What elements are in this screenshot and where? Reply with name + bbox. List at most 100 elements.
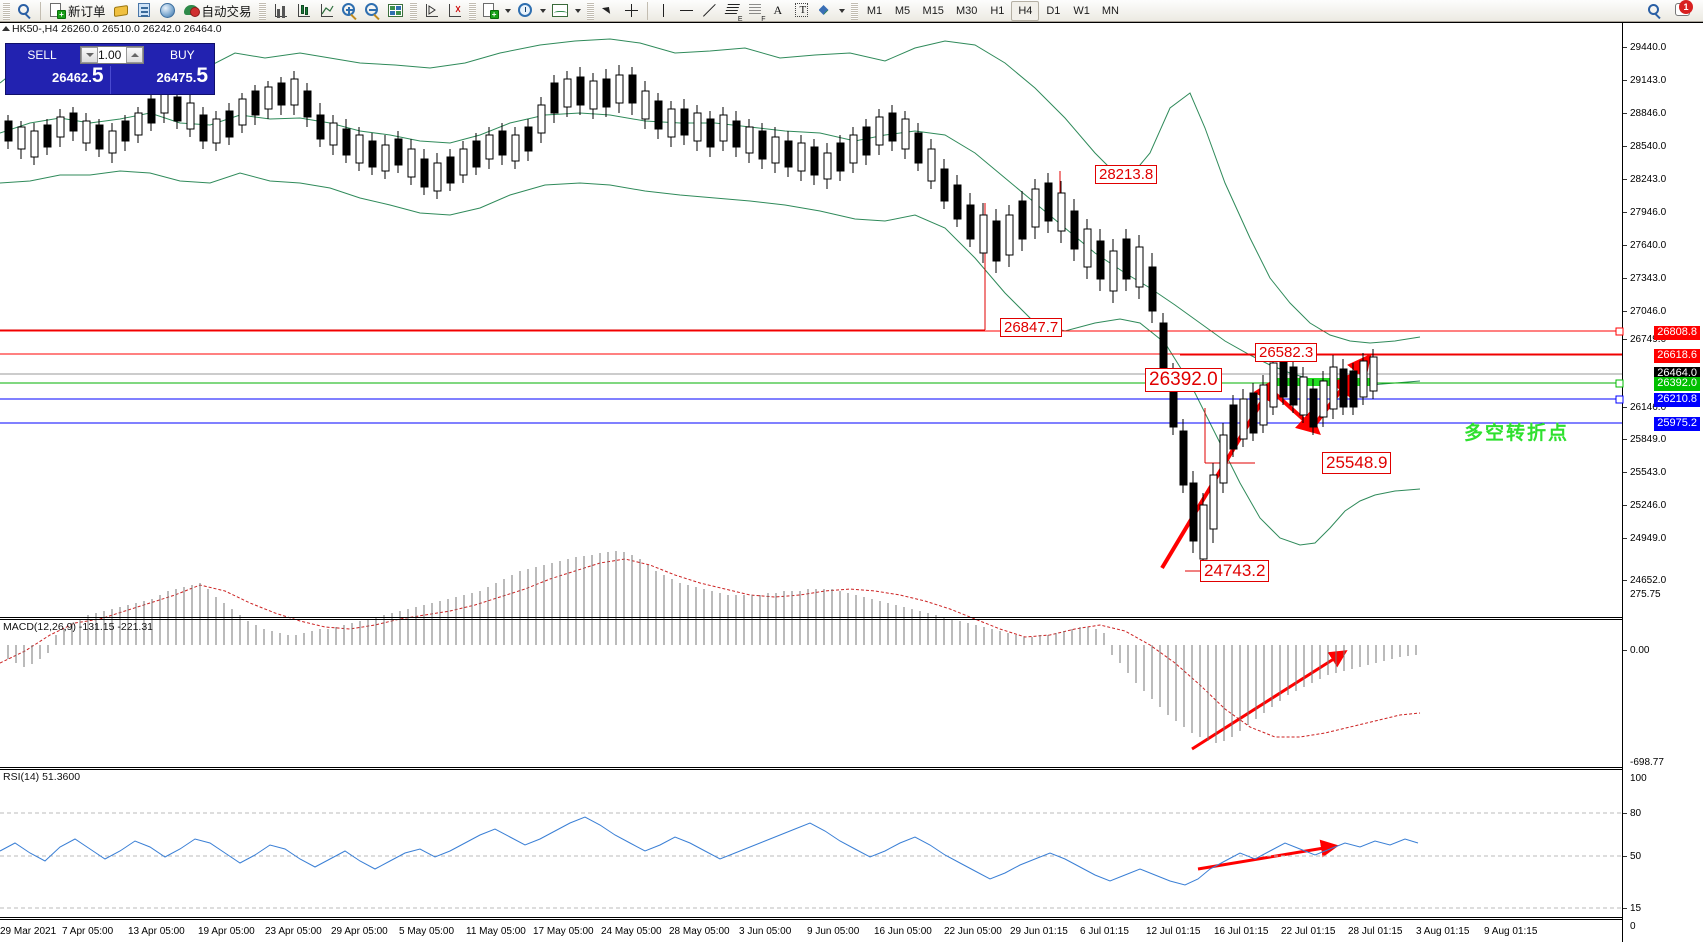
new-order-button[interactable]: + 新订单: [45, 1, 110, 21]
globe-icon[interactable]: [156, 1, 179, 21]
trendline-icon[interactable]: [698, 1, 721, 21]
templates-icon[interactable]: [549, 1, 572, 21]
add-indicator-caret-icon[interactable]: [504, 8, 511, 13]
tab-timeframe-d1[interactable]: D1: [1046, 4, 1061, 17]
rsi-tick-label-zero: 0: [1630, 921, 1636, 932]
toolbar-grip-2[interactable]: [258, 1, 266, 20]
toolbar-divider: [40, 1, 41, 20]
tab-timeframe-m30[interactable]: M30: [955, 4, 978, 17]
zoom-in-icon[interactable]: [338, 1, 361, 21]
line-chart-icon[interactable]: [315, 1, 338, 21]
time-label: 3 Aug 01:15: [1416, 926, 1470, 937]
red-down-arrow: [1270, 389, 1321, 436]
tab-timeframe-m5[interactable]: M5: [894, 4, 911, 17]
chart-collapse-icon[interactable]: [2, 26, 10, 31]
chart-shift-icon[interactable]: [443, 1, 466, 21]
period-caret-icon[interactable]: [539, 8, 546, 13]
cursor-arrow-icon[interactable]: [597, 1, 620, 21]
sell-price[interactable]: 26462 . 5: [6, 65, 111, 94]
sell-button[interactable]: SELL: [27, 48, 57, 62]
autotrading-label: 自动交易: [201, 5, 252, 19]
vertical-line-icon[interactable]: [652, 1, 675, 21]
autotrading-button[interactable]: 自动交易: [179, 1, 256, 21]
annotation-28213[interactable]: 28213.8: [1095, 165, 1158, 184]
alerts-icon[interactable]: 1: [1672, 0, 1695, 21]
tab-timeframe-h4[interactable]: H4: [1011, 0, 1040, 21]
toolbar-grip[interactable]: [3, 1, 10, 20]
buy-price[interactable]: 26475 . 5: [111, 65, 215, 94]
volume-increment-icon[interactable]: [126, 47, 144, 63]
one-click-trading-panel[interactable]: SELL 1.00 BUY 26462 . 5 26475 . 5: [5, 43, 215, 95]
price-tick-label: 27946.0: [1630, 207, 1667, 218]
toolbar-grip-4[interactable]: [468, 1, 476, 20]
sell-price-dot: .: [88, 70, 92, 85]
tab-timeframe-m1[interactable]: M1: [866, 4, 883, 17]
add-indicator-icon[interactable]: +: [479, 1, 502, 21]
price-badge-26808: 26808.8: [1654, 326, 1700, 340]
toolbar-grip-5[interactable]: [586, 1, 594, 20]
auto-scroll-icon[interactable]: [420, 1, 443, 21]
buy-button[interactable]: BUY: [170, 48, 195, 62]
horizontal-line-icon[interactable]: [675, 1, 698, 21]
autotrading-icon: [183, 2, 200, 19]
crosshair-icon[interactable]: [620, 1, 643, 21]
rsi-tick-label: 15: [1630, 903, 1642, 914]
search-magnifier-icon[interactable]: [13, 1, 36, 21]
toolbar-grip-6[interactable]: [850, 1, 858, 20]
annotation-26847[interactable]: 26847.7: [1000, 318, 1063, 337]
fibo-fan-icon[interactable]: [744, 1, 767, 23]
annotation-25548[interactable]: 25548.9: [1322, 452, 1392, 474]
time-label: 19 Apr 05:00: [198, 926, 255, 937]
time-label: 7 Apr 05:00: [62, 926, 114, 937]
time-label: 22 Jul 01:15: [1281, 926, 1336, 937]
alerts-badge: 1: [1679, 0, 1693, 14]
zoom-out-icon[interactable]: [361, 1, 384, 21]
macd-tick-label: 0.00: [1630, 645, 1650, 656]
annotation-26582[interactable]: 26582.3: [1255, 343, 1318, 362]
macd-signal-line: [0, 558, 1421, 738]
bar-chart-icon[interactable]: [269, 1, 292, 21]
macd-tick-label: 275.75: [1630, 589, 1661, 600]
pane-separator-macd-2: [0, 619, 1622, 620]
blue-window-icon[interactable]: [133, 1, 156, 21]
price-badge-26392: 26392.0: [1654, 377, 1700, 391]
toolbar-grip-3[interactable]: [409, 1, 417, 20]
sell-price-main: 26462: [52, 70, 89, 85]
search-icon[interactable]: [1643, 1, 1666, 21]
candlestick-chart-icon[interactable]: [292, 1, 315, 21]
tab-timeframe-h1[interactable]: H1: [990, 4, 1005, 17]
price-tick-label: 28540.0: [1630, 141, 1667, 152]
tab-timeframe-mn[interactable]: MN: [1101, 4, 1119, 17]
time-label: 22 Jun 05:00: [944, 926, 1002, 937]
tab-timeframe-w1[interactable]: W1: [1073, 4, 1090, 17]
text-box-icon[interactable]: [790, 1, 813, 21]
volume-stepper[interactable]: 1.00: [80, 46, 145, 64]
price-tick-label: 24652.0: [1630, 575, 1667, 586]
time-label: 23 Apr 05:00: [265, 926, 322, 937]
symbol-ohlc-text: HK50-,H4 26260.0 26510.0 26242.0 26464.0: [12, 23, 222, 35]
text-label-icon[interactable]: A: [773, 3, 783, 17]
period-clock-icon[interactable]: [514, 1, 537, 21]
fibo-expansion-icon[interactable]: [721, 1, 744, 23]
volume-input[interactable]: 1.00: [98, 48, 122, 62]
tab-timeframe-m15[interactable]: M15: [922, 4, 944, 17]
rsi-red-arrow: [1197, 839, 1339, 871]
price-badge-26618: 26618.6: [1654, 349, 1700, 363]
grid-layout-icon[interactable]: [384, 1, 407, 21]
chart-window[interactable]: HK50-,H4 26260.0 26510.0 26242.0 26464.0: [0, 22, 1703, 942]
price-badge-26210: 26210.8: [1654, 393, 1700, 407]
new-order-icon: +: [49, 2, 66, 19]
objects-caret-icon[interactable]: [838, 8, 845, 13]
rsi-pane-title: RSI(14) 51.3600: [3, 771, 81, 783]
objects-list-icon[interactable]: [813, 1, 836, 21]
templates-caret-icon[interactable]: [574, 8, 581, 13]
candlesticks: [4, 65, 1378, 571]
annotation-note-cn[interactable]: 多空转折点: [1464, 422, 1570, 444]
annotation-26392[interactable]: 26392.0: [1145, 368, 1222, 392]
buy-price-dot: .: [192, 70, 197, 85]
chart-canvas[interactable]: [0, 23, 1622, 942]
annotation-24743[interactable]: 24743.2: [1200, 560, 1270, 582]
time-label: 28 May 05:00: [669, 926, 730, 937]
yellow-folder-icon[interactable]: [110, 1, 133, 21]
volume-decrement-icon[interactable]: [81, 47, 98, 63]
